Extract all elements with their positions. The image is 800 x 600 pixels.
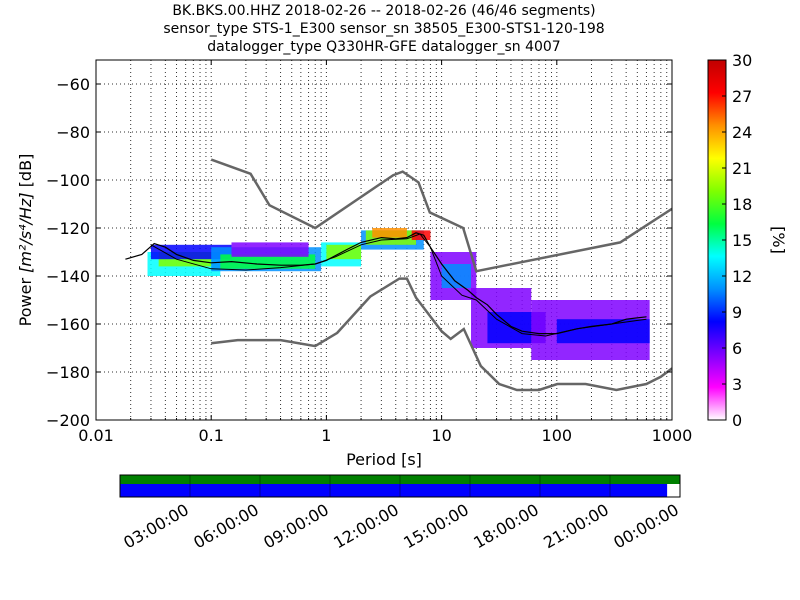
x-tick-label: 1000: [652, 426, 693, 445]
x-axis-ticks: 0.01 0.1 1 10 100 1000: [78, 60, 692, 445]
colorbar-tick-label: 0: [732, 411, 742, 430]
timeline-tick-label: 03:00:00: [120, 500, 192, 552]
coverage-data-bar: [120, 484, 668, 497]
noise-model-high-line: [210, 158, 672, 273]
noise-model-low-line: [211, 277, 672, 392]
colorbar-tick-label: 18: [732, 195, 752, 214]
colorbar-tick-label: 21: [732, 159, 752, 178]
y-tick-label: −80: [56, 123, 90, 142]
timeline-tick-label: 09:00:00: [260, 500, 332, 552]
colorbar-tick-label: 12: [732, 267, 752, 286]
y-axis-label-suffix: [dB]: [16, 154, 35, 193]
y-axis-ticks: −60 −80 −100 −120 −140 −160 −180 −200: [46, 75, 672, 430]
colorbar-ticks: 0 3 6 9 12 15 18 21 24 27 30: [722, 51, 752, 430]
density-cell: [372, 228, 407, 238]
data-coverage-timeline: 03:00:0006:00:0009:00:0012:00:0015:00:00…: [119, 474, 682, 552]
x-tick-label: 100: [542, 426, 573, 445]
mean-psd-line: [125, 232, 647, 335]
timeline-tick-label: 06:00:00: [190, 500, 262, 552]
y-tick-label: −140: [46, 267, 90, 286]
x-tick-label: 0.1: [198, 426, 223, 445]
colorbar-tick-label: 6: [732, 339, 742, 358]
y-tick-label: −60: [56, 75, 90, 94]
colorbar-label: [%]: [769, 226, 788, 254]
timeline-tick-label: 12:00:00: [330, 500, 402, 552]
density-cell: [231, 242, 309, 257]
density-map: [147, 228, 650, 360]
colorbar-tick-label: 27: [732, 87, 752, 106]
curves: [125, 158, 672, 392]
x-tick-label: 10: [431, 426, 451, 445]
chart-title-line-1: BK.BKS.00.HHZ 2018-02-26 -- 2018-02-26 (…: [172, 3, 596, 19]
y-tick-label: −160: [46, 315, 90, 334]
colorbar-tick-label: 24: [732, 123, 752, 142]
colorbar-tick-label: 3: [732, 375, 742, 394]
colorbar-tick-label: 15: [732, 231, 752, 250]
plot-frame: [95, 59, 673, 421]
y-tick-label: −200: [46, 411, 90, 430]
density-cell: [556, 319, 650, 344]
y-axis-label-unit: [m²/s⁴/Hz]: [16, 192, 35, 272]
x-tick-label: 1: [321, 426, 331, 445]
chart-title-line-3: datalogger_type Q330HR-GFE datalogger_sn…: [207, 39, 561, 55]
y-axis-label-prefix: Power: [16, 273, 35, 326]
timeline-tick-label: 00:00:00: [610, 500, 682, 552]
chart-title-line-2: sensor_type STS-1_E300 sensor_sn 38505_E…: [163, 21, 605, 37]
timeline-tick-label: 18:00:00: [470, 500, 542, 552]
y-axis-label: Power [m²/s⁴/Hz] [dB]: [16, 154, 35, 327]
timeline-tick-label: 21:00:00: [540, 500, 612, 552]
timeline-frame: [119, 474, 681, 498]
x-axis-label: Period [s]: [346, 450, 422, 469]
timeline-tick-label: 15:00:00: [400, 500, 472, 552]
x-tick-label: 0.01: [78, 426, 114, 445]
colorbar-tick-label: 30: [732, 51, 752, 70]
y-tick-label: −100: [46, 171, 90, 190]
y-tick-label: −120: [46, 219, 90, 238]
coverage-bar: [120, 475, 680, 484]
colorbar-tick-label: 9: [732, 303, 742, 322]
y-tick-label: −180: [46, 363, 90, 382]
density-cell: [441, 264, 472, 288]
